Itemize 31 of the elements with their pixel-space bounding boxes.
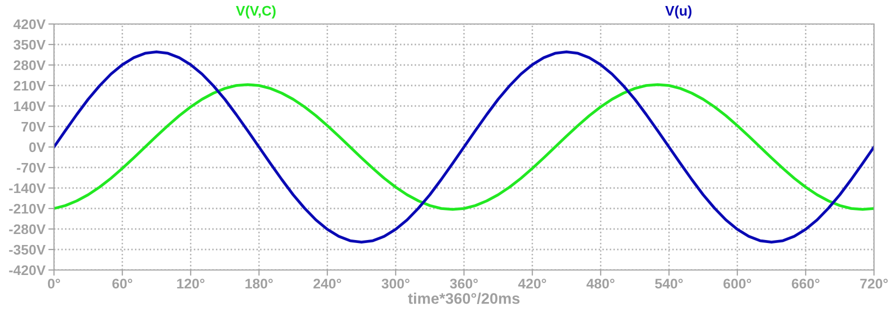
x-tick-label: 540° (655, 278, 683, 289)
x-tick-label: 180° (246, 278, 273, 289)
y-tick-label: -70V (16, 162, 46, 173)
x-tick-label: 60° (112, 278, 132, 289)
y-tick-label: 210V (14, 80, 46, 91)
x-tick-label: 120° (177, 278, 204, 289)
y-tick-label: 70V (22, 122, 46, 132)
x-tick-label: 720° (860, 278, 888, 289)
y-tick-label: -140V (9, 183, 46, 194)
y-tick-label: -420V (9, 265, 46, 276)
y-tick-label: 0V (29, 142, 46, 152)
x-tick-label: 0° (48, 278, 60, 289)
x-tick-label: 480° (586, 278, 614, 289)
y-tick-label: 140V (14, 101, 46, 112)
text: V(u) (665, 5, 692, 18)
y-tick-label: -280V (9, 224, 46, 234)
y-tick-label: 350V (14, 40, 46, 50)
x-tick-label: 360° (450, 278, 478, 289)
text: V(V,C) (236, 5, 276, 18)
line-series (54, 83, 874, 211)
x-tick-label: 660° (792, 278, 820, 289)
x-axis-title: time*360°/20ms (408, 292, 520, 304)
y-tick-label: -210V (9, 204, 46, 214)
x-tick-label: 600° (723, 278, 752, 289)
x-tick-label: 240° (313, 278, 342, 289)
line-series (54, 50, 874, 244)
y-tick-label: -350V (9, 244, 46, 255)
x-tick-label: 300° (382, 278, 410, 289)
y-tick-label: 280V (14, 60, 46, 70)
x-tick-label: 420° (518, 278, 546, 289)
y-tick-label: 420V (13, 19, 46, 30)
